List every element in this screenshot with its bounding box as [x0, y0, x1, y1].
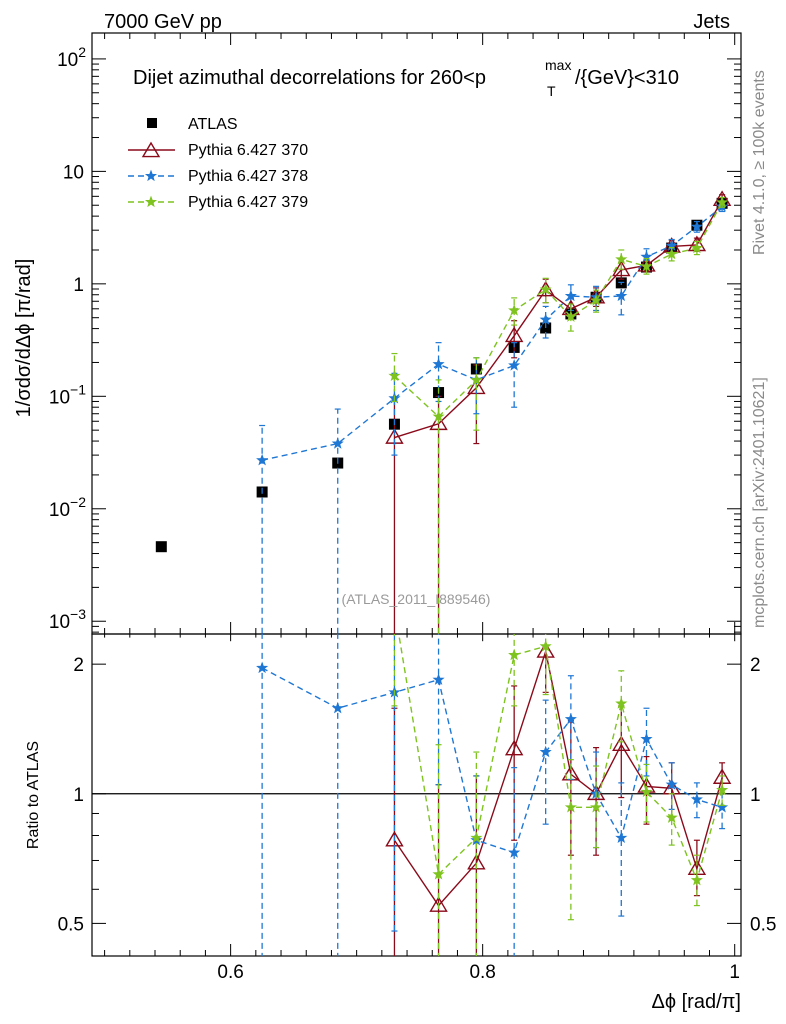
rivet-label: Rivet 4.1.0, ≥ 100k events: [751, 70, 768, 255]
ratio-series-2-point: [539, 639, 552, 652]
series-0-point: [612, 260, 631, 277]
ratio-series-0-line: [393, 648, 723, 907]
legend-379-label: Pythia 6.427 379: [188, 194, 308, 211]
ratio-series-2-point: [590, 800, 603, 813]
series-1-point: [539, 313, 552, 325]
chart-title-sub: T: [547, 83, 556, 99]
header-right: Jets: [693, 11, 730, 33]
ratio-series-1-point: [640, 732, 653, 745]
series-2-point: [508, 304, 521, 316]
ratio-tick-label: 1: [73, 785, 84, 806]
ratio-series-2-point: [716, 783, 729, 796]
x-tick-label: 0.8: [469, 962, 495, 983]
series-1-point: [564, 289, 577, 302]
atlas-point: [155, 541, 167, 553]
ratio-series-layer: [256, 634, 732, 956]
ratio-series-1-point: [508, 846, 521, 858]
ratio-series-0-point: [536, 642, 555, 658]
analysis-watermark: (ATLAS_2011_I889546): [342, 591, 491, 607]
series-2-point: [690, 241, 703, 254]
ratio-series-2-point: [564, 800, 577, 813]
ratio-series-1-point: [690, 793, 703, 805]
series-0-line: [394, 199, 723, 439]
series-0-point: [504, 326, 524, 343]
series-2-point: [432, 410, 445, 422]
ratio-series-2-point: [615, 697, 628, 709]
mcplots-label: mcplots.cern.ch [arXiv:2401.10621]: [751, 377, 768, 628]
ratio-series-1-point: [564, 712, 577, 725]
ratio-series-2-point: [432, 867, 445, 880]
legend-378-marker: [144, 169, 158, 182]
x-axis-label: Δϕ [rad/π]: [652, 991, 742, 1013]
series-1-point: [508, 359, 521, 371]
x-tick-label: 0.6: [217, 962, 243, 983]
ratio-frame: [91, 633, 742, 957]
series-1-point: [615, 289, 628, 302]
ratio-series-1-line: [261, 667, 723, 854]
ratio-series-2-line: [398, 634, 723, 883]
ratio-series-0-point: [504, 739, 524, 756]
ratio-series-0-point: [612, 735, 631, 752]
series-1-point: [331, 437, 344, 449]
main-series-layer: [155, 190, 732, 634]
ratio-series-1-point: [256, 661, 269, 674]
ratio-tick-label-right: 1: [750, 785, 761, 806]
legend-379-marker: [144, 195, 158, 208]
y-tick-label: 10−2: [49, 494, 86, 521]
y-tick-label: 10: [63, 162, 84, 183]
axes: 0.6 0.8 1 10−3 10−2 10−1 1 10 102 0.5 0.5 1 1 2 2: [49, 32, 776, 983]
series-2-point: [564, 310, 577, 322]
series-2-point: [388, 369, 401, 382]
chart-title-post: /{GeV}<310: [575, 67, 679, 89]
ratio-series-2-point: [665, 811, 678, 823]
y-tick-label: 10−1: [49, 381, 86, 408]
y-tick-label: 10−3: [49, 606, 86, 633]
ratio-series-0-point: [429, 896, 448, 912]
ratio-series-1-point: [615, 831, 628, 844]
series-1-point: [256, 453, 269, 466]
series-2-point: [470, 373, 483, 386]
series-2-point: [539, 283, 552, 295]
ratio-series-2-point: [640, 785, 653, 798]
ratio-tick-label: 2: [73, 655, 84, 676]
ratio-series-2-point: [470, 831, 483, 844]
series-1-point: [432, 357, 445, 370]
legend: ATLAS Pythia 6.427 370 Pythia 6.427 378 …: [128, 116, 308, 211]
x-tick-label: 1: [729, 962, 740, 983]
y-tick-label: 102: [57, 44, 86, 71]
ratio-tick-label-right: 2: [750, 655, 761, 676]
ratio-tick-label-right: 0.5: [750, 914, 776, 935]
chart-title-sup: max: [545, 57, 571, 73]
y-axis-label: 1/σdσ/dΔϕ [π/rad]: [13, 259, 35, 418]
legend-atlas-marker: [147, 118, 157, 128]
ratio-series-1-point: [665, 778, 678, 790]
series-2-point: [640, 260, 653, 272]
y-tick-label: 1: [73, 275, 84, 296]
ratio-series-1-point: [432, 673, 445, 685]
series-1-line: [261, 206, 723, 461]
ratio-series-2-point: [508, 648, 521, 661]
ratio-axis-label: Ratio to ATLAS: [25, 741, 42, 849]
ratio-series-1-point: [539, 745, 552, 758]
legend-378-label: Pythia 6.427 378: [188, 168, 308, 185]
series-2-line: [393, 202, 723, 418]
series-2-point: [665, 247, 678, 260]
ratio-series-2-point: [690, 873, 703, 886]
header-left: 7000 GeV pp: [104, 11, 222, 33]
legend-370-label: Pythia 6.427 370: [188, 142, 308, 159]
legend-370-marker: [141, 141, 161, 158]
chart-title: Dijet azimuthal decorrelations for 260<p: [133, 67, 486, 89]
series-2-point: [615, 253, 628, 265]
legend-atlas-label: ATLAS: [188, 116, 238, 133]
series-2-point: [716, 196, 729, 208]
ratio-series-1-point: [331, 701, 344, 714]
ratio-series-1-point: [716, 800, 729, 813]
ratio-tick-label: 0.5: [58, 914, 84, 935]
series-2-point: [590, 294, 603, 306]
series-1-point: [690, 220, 703, 232]
